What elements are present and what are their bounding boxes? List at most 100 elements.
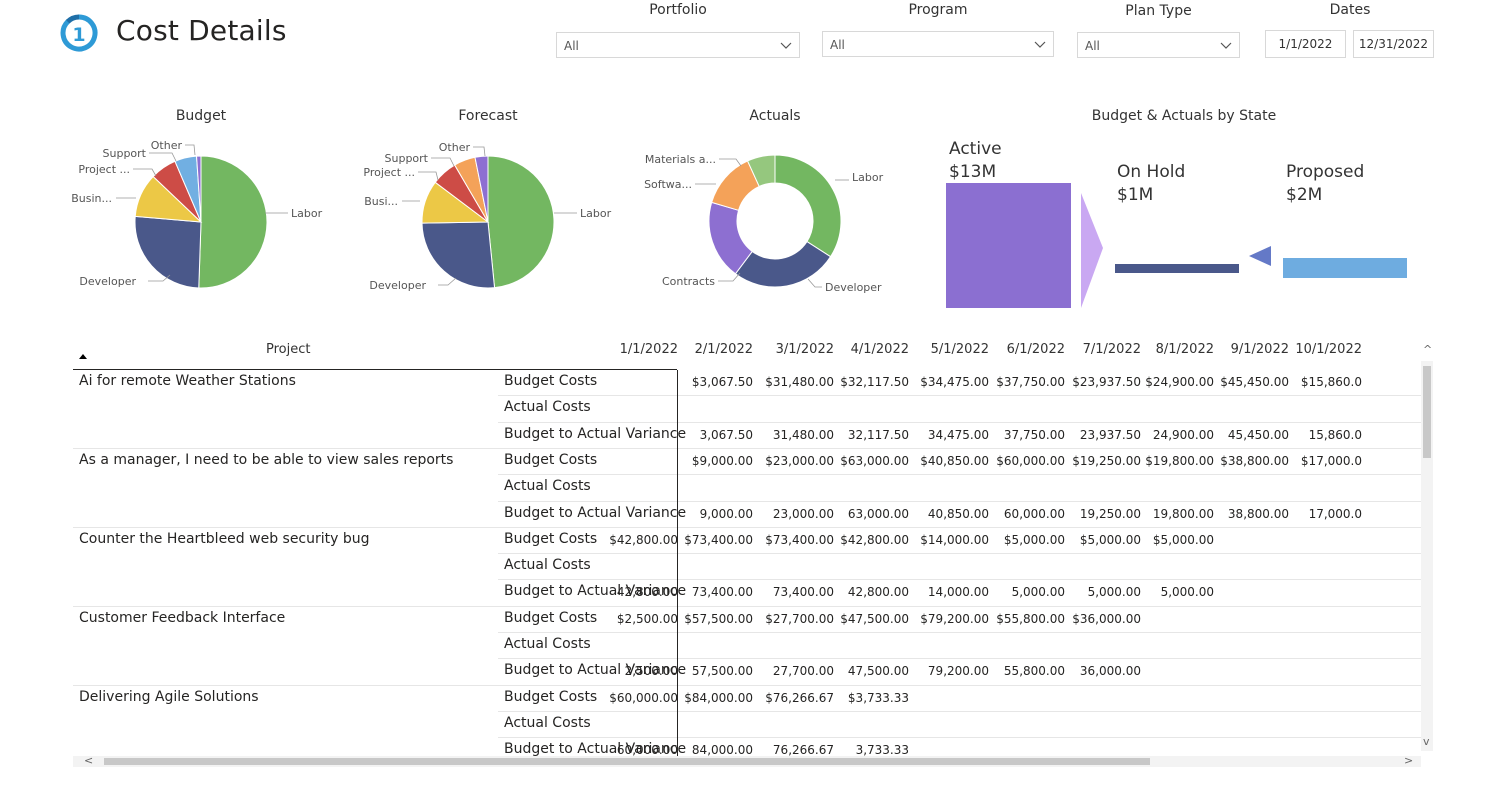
horizontal-scroll-thumb[interactable]: [104, 758, 1150, 765]
table-cell: $19,250.00: [1072, 453, 1141, 468]
table-cell: 47,500.00: [847, 664, 909, 679]
label-leader-line: [719, 158, 742, 167]
pie-slice[interactable]: [196, 155, 202, 223]
table-cell: $5,000.00: [1003, 532, 1065, 547]
date-column-header[interactable]: 5/1/2022: [930, 342, 989, 357]
pie-slice[interactable]: [198, 155, 268, 289]
date-column-header[interactable]: 4/1/2022: [850, 342, 909, 357]
table-cell: $31,480.00: [765, 375, 834, 389]
state-onhold-value: $1M: [1117, 185, 1154, 205]
table-cell: 84,000.00: [691, 743, 753, 756]
pie-slice[interactable]: [746, 154, 776, 188]
table-cell: $5,000.00: [1079, 532, 1141, 547]
pie-label: Labor: [291, 207, 323, 220]
table-cell: $84,000.00: [684, 690, 753, 705]
date-column-header[interactable]: 8/1/2022: [1155, 342, 1214, 357]
state-active-name: Active: [949, 139, 1002, 159]
metric-label: Budget to Actual Variance: [504, 504, 687, 521]
budget-pie-chart[interactable]: Labor Developer Busin... Project ... Support…: [60, 128, 350, 308]
vertical-scroll-thumb[interactable]: [1423, 366, 1431, 458]
pie-label: Other: [439, 141, 471, 154]
forecast-pie-chart[interactable]: Labor Developer Busi... Project ...Support O…: [350, 128, 640, 308]
date-column-header[interactable]: 3/1/2022: [775, 342, 834, 357]
onhold-bar[interactable]: [1115, 264, 1239, 273]
table-cell: $23,000.00: [765, 453, 834, 468]
metric-label: Budget to Actual Variance: [504, 662, 687, 679]
vertical-scrollbar[interactable]: [1421, 361, 1433, 751]
program-dropdown[interactable]: All: [822, 31, 1054, 57]
chevron-down-icon: [780, 42, 792, 49]
label-leader-line: [418, 171, 439, 181]
sort-ascending-icon[interactable]: [79, 354, 87, 359]
onhold-to-proposed-connector: [1249, 246, 1271, 266]
pie-label: Support: [385, 152, 429, 165]
metric-label: Budget to Actual Variance: [504, 741, 687, 756]
pie-slice[interactable]: [421, 221, 496, 289]
table-cell: 3,067.50: [699, 427, 753, 442]
date-column-header[interactable]: 7/1/2022: [1082, 342, 1141, 357]
pie-label: Other: [151, 139, 183, 152]
label-leader-line: [431, 157, 455, 167]
table-cell: $42,800.00: [609, 532, 678, 547]
pie-label: Softwa...: [644, 178, 692, 191]
project-name[interactable]: Customer Feedback Interface: [79, 609, 286, 626]
metric-label: Budget to Actual Variance: [504, 425, 687, 442]
date-column-header[interactable]: 10/1/2022: [1295, 342, 1362, 357]
start-date-input[interactable]: 1/1/2022: [1265, 30, 1346, 58]
group-divider: [73, 605, 1433, 607]
table-cell: $45,450.00: [1220, 375, 1289, 389]
project-name[interactable]: Counter the Heartbleed web security bug: [79, 530, 370, 547]
date-column-header[interactable]: 2/1/2022: [694, 342, 753, 357]
group-divider: [73, 447, 1433, 449]
pie-label: Project ...: [78, 163, 130, 176]
table-cell: 40,850.00: [927, 506, 989, 521]
state-onhold-label: On Hold $1M: [1117, 161, 1185, 207]
table-cell: 15,860.0: [1308, 427, 1362, 442]
scroll-right-icon[interactable]: >: [1404, 754, 1414, 767]
table-cell: 31,480.00: [772, 427, 834, 442]
end-date-input[interactable]: 12/31/2022: [1353, 30, 1434, 58]
date-column-header[interactable]: 6/1/2022: [1006, 342, 1065, 357]
label-leader-line: [718, 272, 741, 282]
table-cell: 57,500.00: [691, 664, 753, 679]
state-flow-chart[interactable]: [940, 178, 1420, 313]
project-name[interactable]: As a manager, I need to be able to view …: [79, 451, 454, 468]
label-leader-line: [148, 274, 171, 282]
proposed-bar[interactable]: [1283, 258, 1407, 278]
pie-slice[interactable]: [134, 215, 202, 289]
label-leader-line: [133, 168, 157, 177]
scroll-up-icon[interactable]: ^: [1423, 343, 1433, 356]
table-cell: 19,250.00: [1079, 506, 1141, 521]
metric-label: Budget Costs: [504, 451, 598, 468]
table-cell: 76,266.67: [772, 743, 834, 756]
metric-label: Budget Costs: [504, 609, 598, 626]
project-name[interactable]: Ai for remote Weather Stations: [79, 373, 296, 389]
scroll-down-icon[interactable]: v: [1423, 735, 1430, 748]
table-cell: 17,000.0: [1308, 506, 1362, 521]
table-cell: $60,000.00: [609, 690, 678, 705]
active-bar[interactable]: [946, 183, 1071, 308]
date-column-header[interactable]: 9/1/2022: [1230, 342, 1289, 357]
table-cell: 38,800.00: [1227, 506, 1289, 521]
program-dropdown-value: All: [830, 38, 845, 52]
table-cell: $34,475.00: [920, 375, 989, 389]
metric-label: Actual Costs: [504, 557, 591, 574]
pie-slice[interactable]: [734, 240, 832, 288]
pie-slice[interactable]: [774, 154, 842, 258]
portfolio-dropdown[interactable]: All: [556, 32, 800, 58]
project-name[interactable]: Delivering Agile Solutions: [79, 688, 259, 705]
table-cell: 27,700.00: [772, 664, 834, 679]
table-cell: $79,200.00: [920, 611, 989, 626]
table-cell: 60,000.00: [1003, 506, 1065, 521]
date-column-header[interactable]: 1/1/2022: [619, 342, 678, 357]
pie-slice[interactable]: [487, 155, 555, 289]
table-cell: 3,733.33: [855, 743, 909, 756]
state-proposed-name: Proposed: [1286, 162, 1365, 182]
actuals-donut-chart[interactable]: Labor Developer Contracts Softwa... Material…: [640, 128, 930, 308]
project-column-header[interactable]: Project: [73, 336, 677, 370]
cost-matrix[interactable]: Project 1/1/2022 2/1/2022 3/1/2022 4/1/2022…: [73, 336, 1433, 756]
plan-type-dropdown[interactable]: All: [1077, 32, 1240, 58]
scroll-left-icon[interactable]: <: [84, 754, 94, 767]
table-cell: $5,000.00: [1152, 532, 1214, 547]
pie-slice[interactable]: [474, 155, 489, 223]
